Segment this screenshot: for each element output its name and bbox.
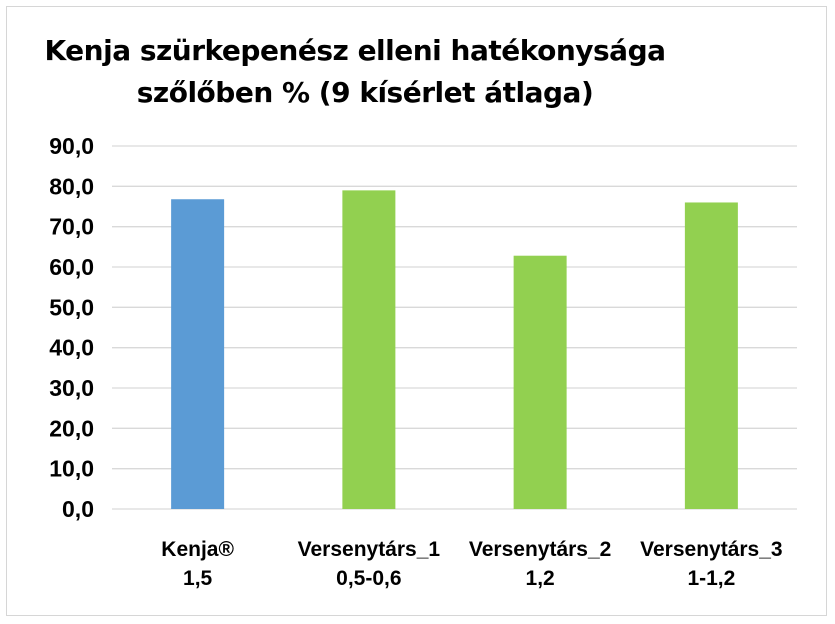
bar — [342, 190, 396, 509]
chart-title: Kenja szürkepenész elleni hatékonysága s… — [0, 30, 710, 114]
x-category-dose-label: 1-1,2 — [687, 567, 735, 590]
y-tick-label: 20,0 — [49, 415, 94, 441]
y-tick-label: 0,0 — [62, 496, 94, 522]
x-category-dose-label: 1,2 — [526, 567, 555, 590]
y-tick-label: 80,0 — [49, 173, 94, 199]
y-tick-label: 70,0 — [49, 214, 94, 240]
x-category-label: Versenytárs_2 — [469, 538, 611, 561]
bar — [684, 202, 738, 509]
gridlines — [112, 145, 797, 510]
bars — [171, 190, 738, 510]
bar — [513, 255, 567, 509]
y-tick-label: 90,0 — [49, 133, 94, 159]
x-category-dose-label: 1,5 — [183, 567, 213, 590]
y-tick-label: 50,0 — [49, 294, 94, 320]
y-tick-label: 40,0 — [49, 335, 94, 361]
y-tick-label: 10,0 — [49, 456, 94, 482]
chart-title-line-2: szőlőben % (9 kísérlet átlaga) — [136, 76, 594, 109]
bar — [171, 199, 225, 510]
x-category-label: Versenytárs_1 — [298, 538, 441, 561]
x-category-dose-label: 0,5-0,6 — [336, 567, 401, 590]
chart-title-line-1: Kenja szürkepenész elleni hatékonysága — [44, 34, 666, 67]
x-category-label: Kenja® — [161, 538, 234, 561]
y-tick-label: 60,0 — [49, 254, 94, 280]
y-axis-tick-labels: 0,0 10,0 20,0 30,0 40,0 50,0 60,0 70,0 80,0 90,0 — [49, 133, 94, 522]
x-category-label: Versenytárs_3 — [640, 538, 782, 561]
y-tick-label: 30,0 — [49, 375, 94, 401]
x-axis-category-labels: Kenja® 1,5 Versenytárs_1 0,5-0,6 Versenytárs… — [161, 538, 782, 590]
